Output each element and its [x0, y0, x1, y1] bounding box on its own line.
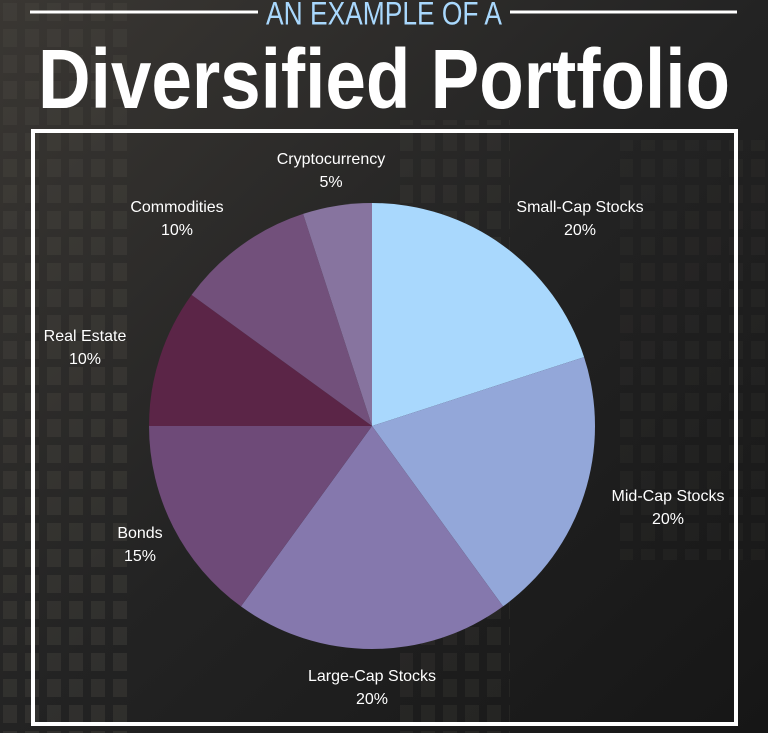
- building: [620, 140, 768, 560]
- slice-value-label: 5%: [319, 174, 342, 191]
- building: [0, 0, 130, 733]
- slice-label: Real Estate: [44, 328, 127, 345]
- slice-label: Commodities: [130, 199, 223, 216]
- slice-value-label: 20%: [564, 222, 596, 239]
- slice-label: Large-Cap Stocks: [308, 668, 436, 685]
- pie-slice: [303, 203, 372, 426]
- slice-label: Mid-Cap Stocks: [612, 488, 725, 505]
- frame: [31, 129, 738, 726]
- pie-slice: [191, 213, 372, 426]
- slice-value-label: 15%: [124, 548, 156, 565]
- slice-value-label: 10%: [69, 351, 101, 368]
- chart-subtitle: AN EXAMPLE OF A: [266, 0, 503, 31]
- slice-label: Small-Cap Stocks: [516, 199, 643, 216]
- pie-slice: [240, 426, 504, 649]
- pie-slice: [149, 426, 372, 607]
- slice-value-label: 10%: [161, 222, 193, 239]
- slice-value-label: 20%: [356, 691, 388, 708]
- pie-slice: [372, 357, 596, 607]
- slice-label: Bonds: [117, 525, 162, 542]
- pie-slice: [149, 294, 372, 426]
- slice-label: Cryptocurrency: [277, 151, 385, 168]
- slice-value-label: 20%: [652, 511, 684, 528]
- chart-title: Diversified Portfolio: [38, 32, 730, 126]
- pie-slice: [372, 203, 585, 426]
